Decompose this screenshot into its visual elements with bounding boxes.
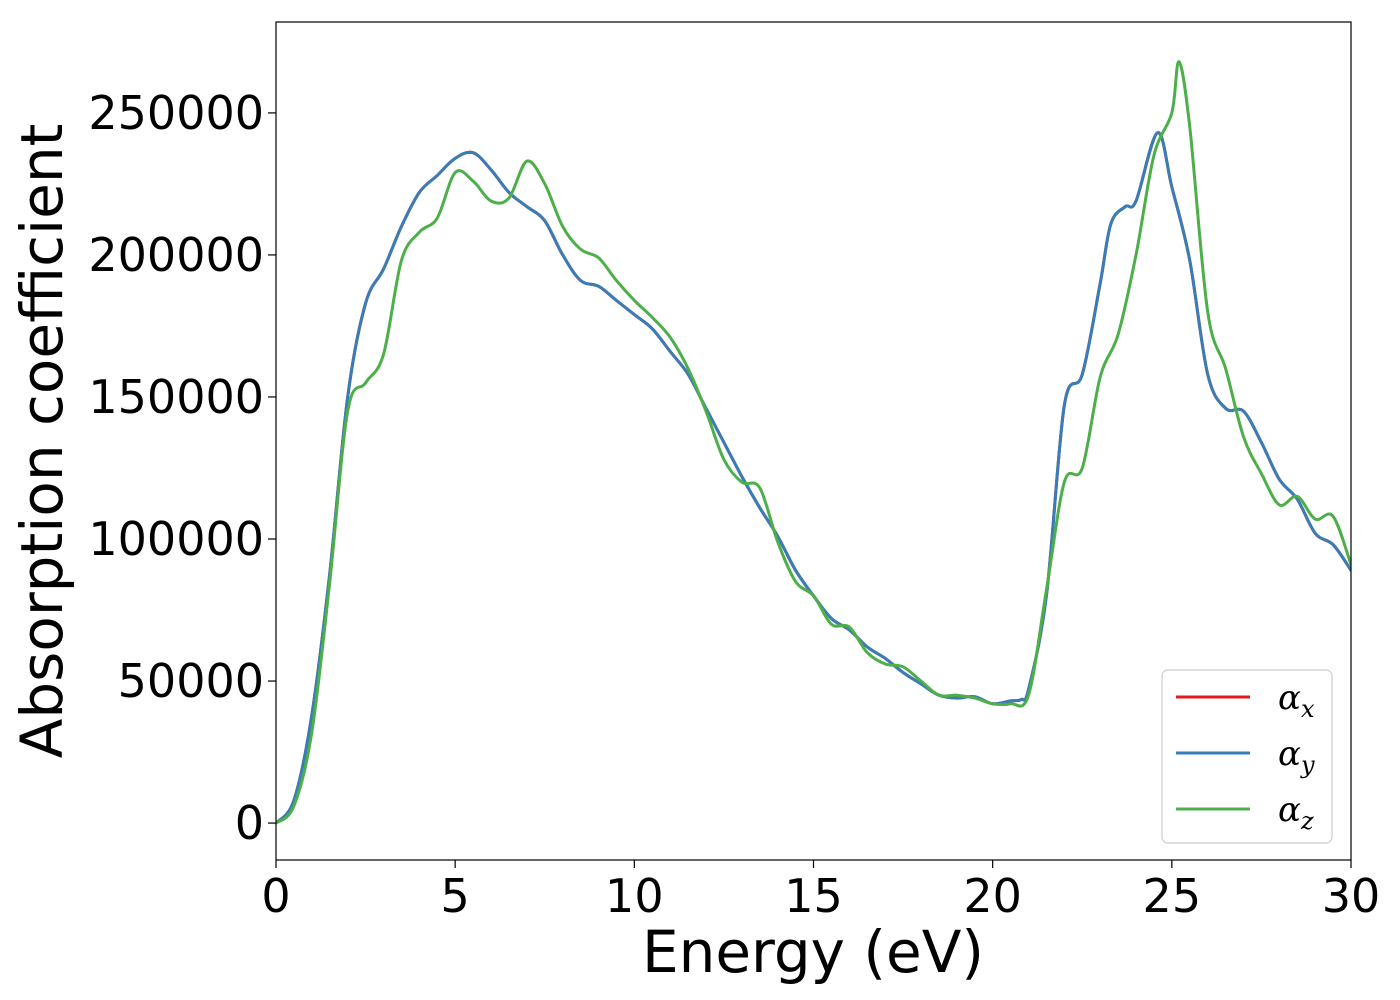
legend-label-z: αz (1278, 790, 1314, 835)
y-tick-label: 250000 (88, 86, 264, 140)
x-axis-label: Energy (eV) (642, 918, 984, 986)
x-tick-label: 20 (963, 869, 1022, 923)
y-axis: 0 50000 100000 150000 200000 250000 (88, 86, 276, 850)
y-tick-label: 200000 (88, 228, 264, 282)
x-axis: 0 5 10 15 20 25 30 (261, 860, 1380, 923)
legend-frame (1161, 669, 1333, 844)
x-tick-label: 5 (441, 869, 470, 923)
series-layer (276, 60, 1351, 825)
series-line-z (276, 60, 1351, 825)
x-tick-label: 15 (784, 869, 843, 923)
series-line-y (276, 131, 1351, 825)
y-tick-label: 50000 (118, 654, 264, 708)
x-tick-label: 10 (605, 869, 664, 923)
x-tick-label: 0 (261, 869, 290, 923)
x-tick-label: 25 (1143, 869, 1202, 923)
legend-label-y: αy (1278, 734, 1315, 779)
x-tick-label: 30 (1322, 869, 1381, 923)
y-tick-label: 100000 (88, 512, 264, 566)
y-tick-label: 150000 (88, 370, 264, 424)
legend: αx αy αz (1161, 669, 1333, 844)
y-axis-label: Absorption coefficient (8, 124, 76, 759)
legend-label-x: αx (1278, 678, 1315, 723)
y-tick-label: 0 (235, 796, 264, 850)
